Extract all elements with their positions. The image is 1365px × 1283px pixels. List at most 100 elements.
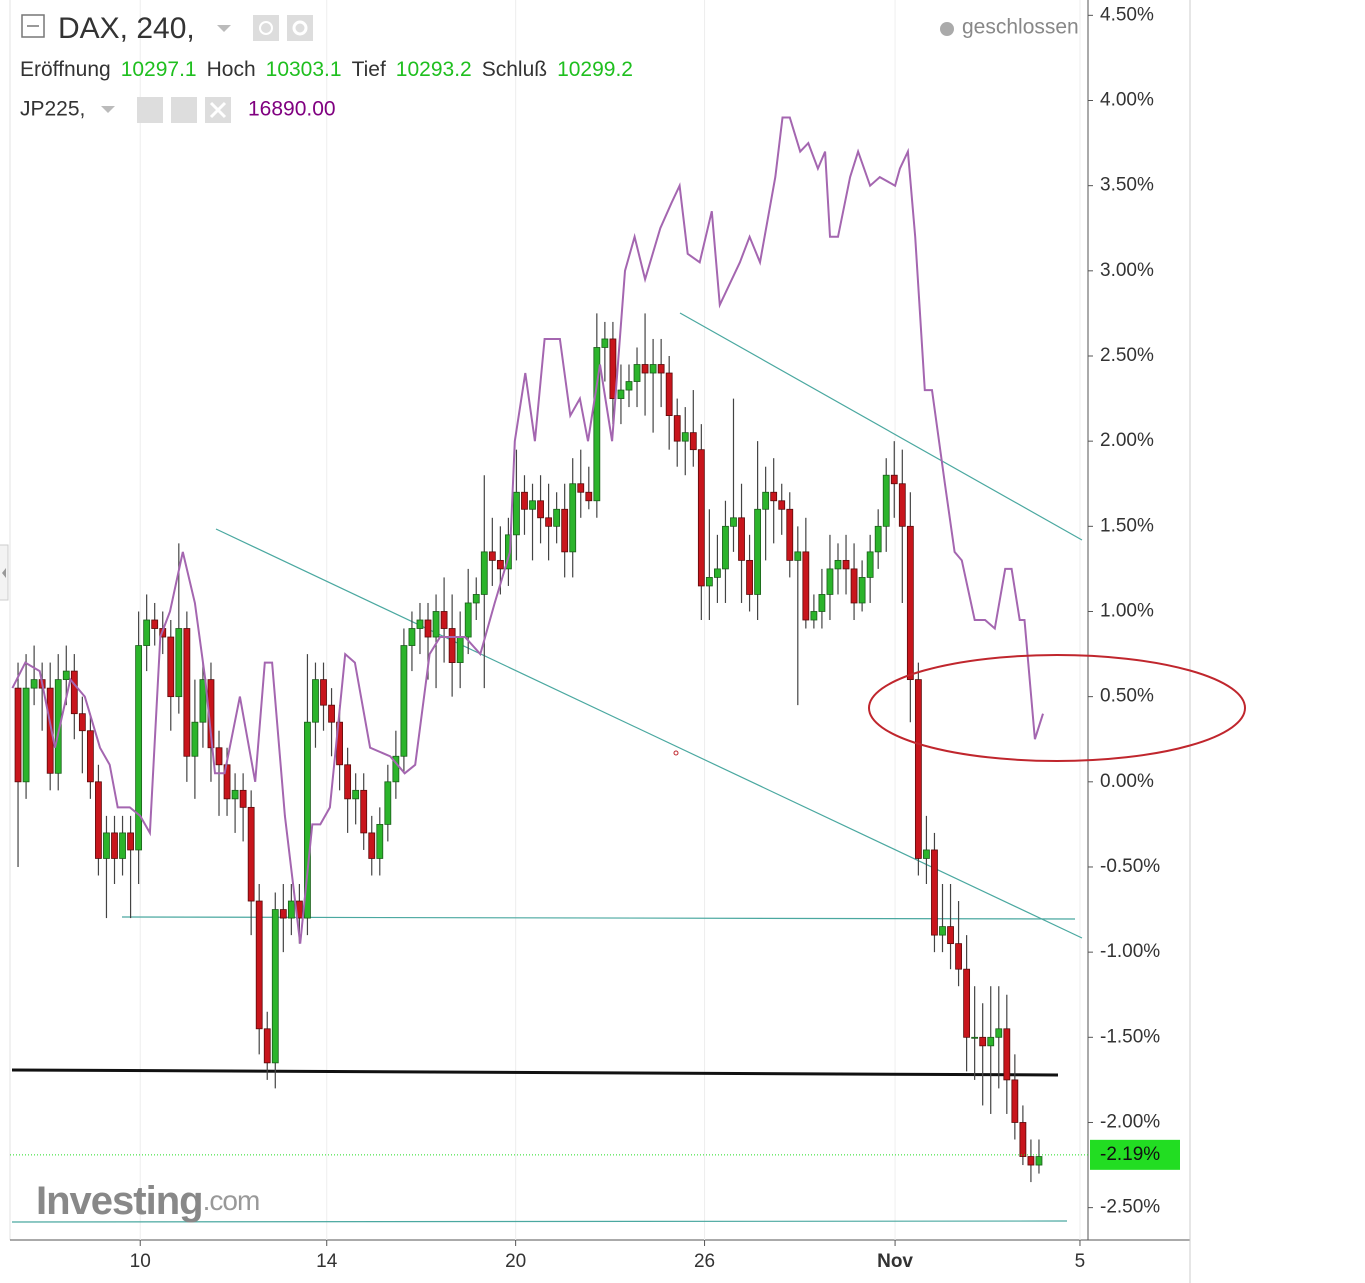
candle-body xyxy=(1027,1156,1035,1166)
candle-body xyxy=(496,559,504,570)
y-tick-label: -1.50% xyxy=(1100,1026,1160,1047)
candle-body xyxy=(384,781,392,825)
candle-body xyxy=(850,568,858,604)
candle-body xyxy=(199,679,207,723)
eye-icon[interactable] xyxy=(137,97,163,123)
candle-body xyxy=(746,559,753,595)
candle-body xyxy=(143,619,151,646)
candle-body xyxy=(62,670,70,681)
x-tick-label: Nov xyxy=(877,1251,913,1272)
candle-body xyxy=(625,381,633,391)
y-tick-label: 1.00% xyxy=(1100,600,1154,621)
candle-body xyxy=(368,832,376,859)
candle-body xyxy=(304,721,311,919)
candle-body xyxy=(151,619,159,629)
candle-body xyxy=(738,517,745,561)
candle-body xyxy=(802,551,810,621)
candle-body xyxy=(818,594,826,612)
candle-body xyxy=(1011,1079,1019,1123)
candle-body xyxy=(416,619,424,629)
eye-icon[interactable] xyxy=(253,15,279,41)
compare-line xyxy=(11,116,1044,944)
field-value: 10299.2 xyxy=(557,58,633,81)
field-value: 10303.1 xyxy=(266,58,342,81)
candle-body xyxy=(842,559,850,570)
candle-body xyxy=(585,491,593,502)
logo-suffix: .com xyxy=(203,1185,260,1216)
candle-body xyxy=(312,679,319,723)
candle-body xyxy=(464,602,472,638)
candle-body xyxy=(561,508,569,553)
field-label: Schluß xyxy=(482,58,547,81)
candle-body xyxy=(46,687,54,774)
candle-body xyxy=(778,500,786,510)
candle-body xyxy=(521,491,528,510)
candle-body xyxy=(328,704,335,723)
candle-body xyxy=(947,926,954,945)
candle-body xyxy=(906,525,914,681)
y-tick-label: -2.00% xyxy=(1100,1111,1160,1132)
y-tick-label: 0.50% xyxy=(1100,686,1154,707)
gear-icon[interactable] xyxy=(171,97,197,123)
candle-body xyxy=(987,1036,995,1047)
last-price-label: -2.19% xyxy=(1100,1144,1160,1165)
candle-body xyxy=(448,628,456,663)
candle-body xyxy=(858,577,866,604)
y-tick-label: -0.50% xyxy=(1100,856,1160,877)
candle-body xyxy=(255,900,263,1030)
y-tick-label: 1.50% xyxy=(1100,515,1154,536)
dropdown[interactable] xyxy=(217,25,231,32)
y-tick-label: 3.00% xyxy=(1100,260,1154,281)
candle-body xyxy=(553,508,561,527)
candle-body xyxy=(400,645,408,757)
candle-body xyxy=(70,670,78,715)
candle-body xyxy=(513,491,520,536)
candle-body xyxy=(480,551,488,595)
field-label: Eröffnung xyxy=(20,58,111,81)
candle-body xyxy=(360,789,368,834)
candle-body xyxy=(392,755,400,783)
candle-body xyxy=(931,849,938,936)
candle-body xyxy=(135,645,143,851)
candle-body xyxy=(657,364,665,374)
candle-body xyxy=(955,943,962,970)
y-tick-label: 4.50% xyxy=(1100,4,1154,25)
candle-body xyxy=(939,926,946,936)
gear-icon[interactable] xyxy=(287,15,313,41)
field-value: 10293.2 xyxy=(396,58,472,81)
candle-body xyxy=(247,806,255,902)
candle-body xyxy=(111,832,118,859)
candle-body xyxy=(167,636,175,698)
y-tick-label: 2.50% xyxy=(1100,345,1154,366)
candle-body xyxy=(175,628,183,698)
candle-body xyxy=(86,730,94,783)
candle-body xyxy=(874,525,882,553)
candle-body xyxy=(609,338,617,399)
candle-body xyxy=(995,1028,1003,1038)
dropdown[interactable] xyxy=(101,106,115,113)
candle-body xyxy=(352,789,360,800)
axis: 4.50% 4.00% 3.50% 3.00% 2.50% 2.00% 1.50% 1.00%… xyxy=(130,4,1180,1272)
compare-value: 16890.00 xyxy=(248,98,336,121)
header: DAX, 240, Eröffnung 10297.1 Hoch 10303.1 Tie… xyxy=(20,12,1079,123)
candle-body xyxy=(505,534,512,570)
candle-body xyxy=(786,508,794,561)
candle-body xyxy=(231,789,239,800)
collapse-icon[interactable] xyxy=(21,14,45,38)
candle-body xyxy=(963,968,971,1038)
candle-body xyxy=(408,628,416,646)
candle-body xyxy=(633,364,641,382)
candle-body xyxy=(826,568,834,595)
candle-body xyxy=(215,747,223,766)
candle-body xyxy=(271,909,279,1064)
candle-body xyxy=(320,679,327,706)
candle-body xyxy=(681,432,689,442)
candle-body xyxy=(593,347,601,502)
grid xyxy=(139,0,1081,1240)
y-tick-label: 3.50% xyxy=(1100,175,1154,196)
candle-body xyxy=(577,483,585,493)
y-tick-label: -1.00% xyxy=(1100,941,1160,962)
status: geschlossen xyxy=(962,16,1079,39)
candle-body xyxy=(810,611,818,621)
